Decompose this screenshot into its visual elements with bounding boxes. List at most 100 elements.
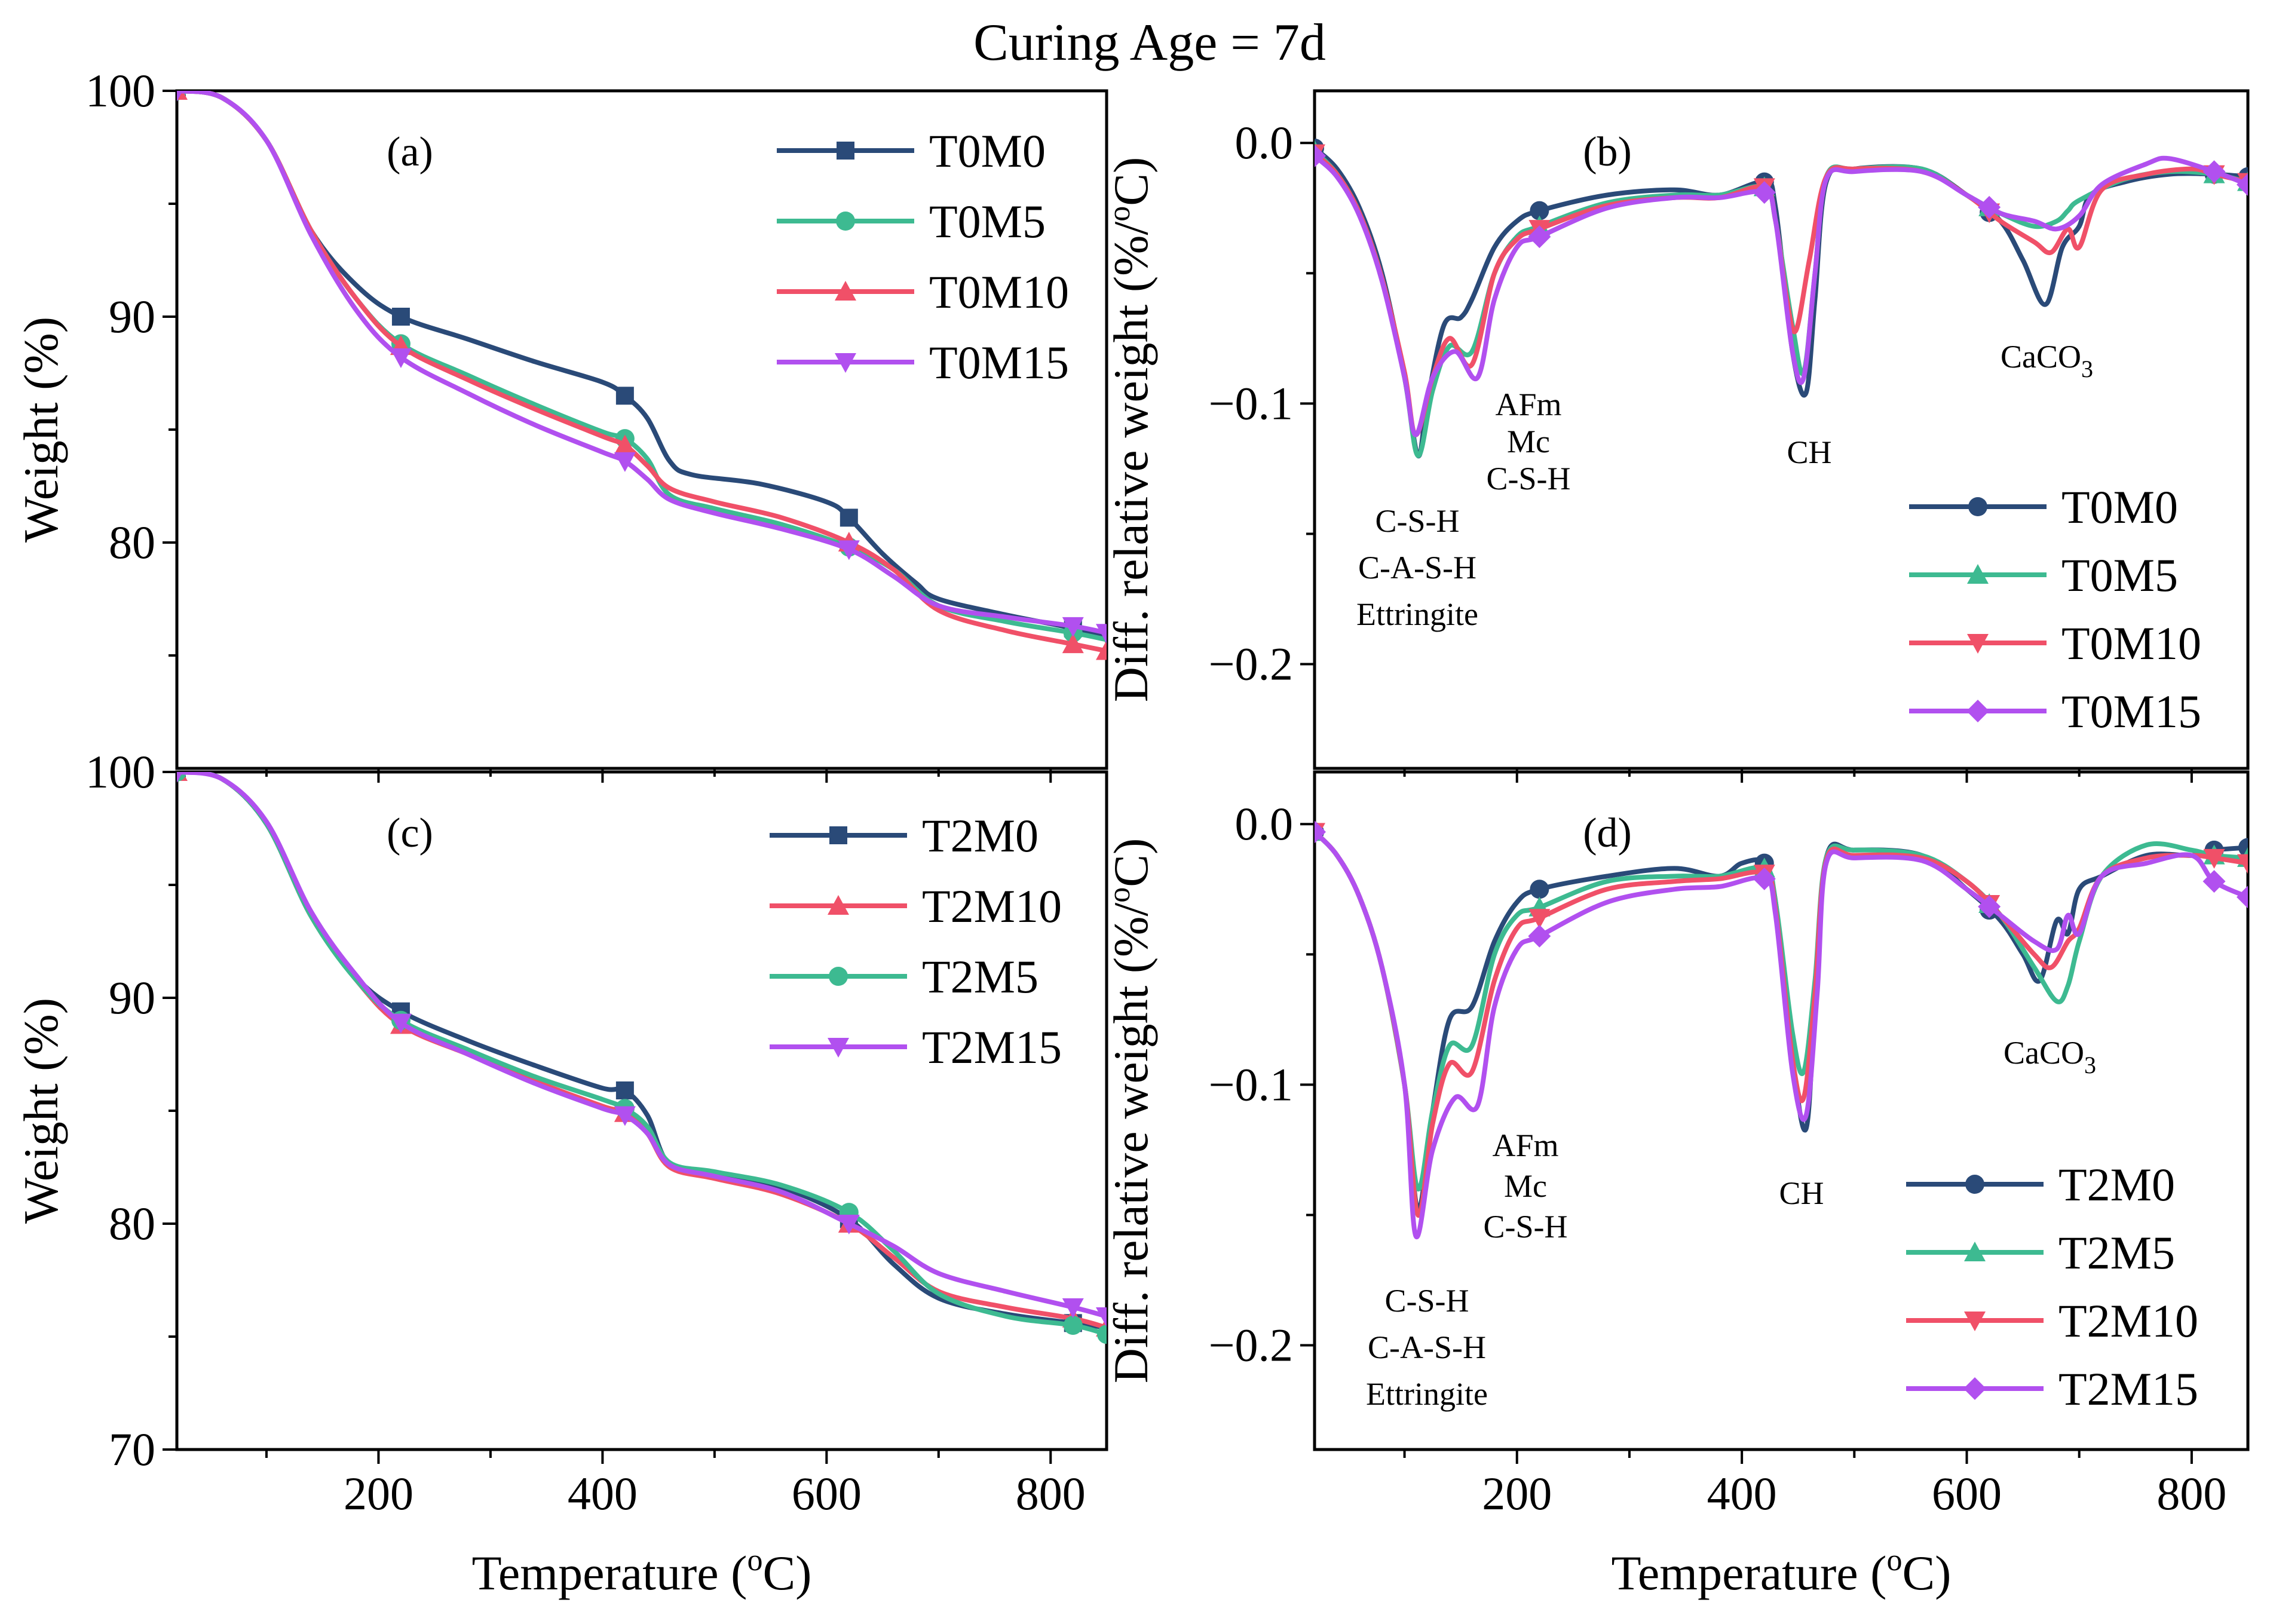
peak-annotation: CH bbox=[1779, 1175, 1824, 1211]
legend-label: T2M0 bbox=[2058, 1159, 2175, 1211]
panel-a-label: (a) bbox=[387, 129, 433, 175]
peak-annotation-caco3: CaCO3 bbox=[2004, 1035, 2096, 1078]
legend-item: T2M10 bbox=[1906, 1295, 2198, 1347]
panel-b-ytick-label: −0.2 bbox=[1209, 638, 1294, 690]
panel-b-ytick-label: −0.1 bbox=[1209, 377, 1294, 429]
legend-marker bbox=[1967, 634, 1989, 654]
series-T0M15-point bbox=[2202, 160, 2226, 183]
legend-marker bbox=[1968, 497, 1987, 516]
caco3-subscript: 3 bbox=[2084, 1052, 2096, 1078]
panel-a-frame bbox=[175, 89, 1108, 770]
caco3-text: CaCO bbox=[2001, 339, 2081, 375]
panel-b-frame bbox=[1313, 89, 2250, 770]
xlabel-degree: o bbox=[747, 1543, 762, 1577]
panel-b-ylabel: Diff. relative weight (%/oC) bbox=[1102, 157, 1158, 703]
series-T2M15-point bbox=[1978, 895, 2001, 918]
panel-c: 200 400 600 800 70 80 90 100 Weight (%) Temperatu… bbox=[14, 746, 1108, 1600]
panel-d-xlabel: Temperature (oC) bbox=[1612, 1543, 1952, 1600]
series-T2M10-point bbox=[1528, 909, 1551, 929]
xlabel-text: Temperature ( bbox=[1612, 1546, 1887, 1600]
series-T0M0-point bbox=[840, 508, 858, 527]
panel-d-frame bbox=[1313, 770, 2250, 1451]
legend-label: T0M0 bbox=[929, 125, 1046, 177]
series-T0M15-line bbox=[1315, 154, 2248, 437]
panel-c-ytick-label: 70 bbox=[109, 1423, 155, 1475]
peak-annotation: C-A-S-H bbox=[1368, 1329, 1486, 1365]
legend-marker bbox=[835, 281, 856, 301]
panel-a: 80 90 100 Weight (%) (a) T0M0 T0M5 T0M10 T0M15 bbox=[14, 65, 1108, 783]
series-T0M15-point bbox=[1978, 195, 2001, 219]
peak-annotation-caco3: CaCO3 bbox=[2001, 339, 2093, 382]
series-T0M15-point bbox=[2237, 173, 2248, 197]
series-T2M5-point bbox=[1063, 1316, 1083, 1335]
ylabel-unit: C) bbox=[1104, 157, 1158, 206]
ylabel-degree: o bbox=[1102, 887, 1136, 903]
legend-label: T2M10 bbox=[2058, 1295, 2198, 1347]
ylabel-degree: o bbox=[1102, 206, 1136, 222]
series-T2M5-point bbox=[1097, 1325, 1107, 1344]
legend-label: T2M15 bbox=[922, 1021, 1062, 1073]
series-T2M15-point bbox=[1528, 924, 1551, 948]
series-T0M15-point bbox=[1062, 617, 1084, 637]
legend-item: T2M5 bbox=[1906, 1227, 2175, 1279]
series-T0M15-point bbox=[177, 91, 183, 102]
panel-a-ytick-label: 100 bbox=[85, 65, 155, 117]
panel-c-ytick-label: 100 bbox=[85, 746, 155, 798]
legend-item: T2M5 bbox=[770, 951, 1038, 1003]
panel-c-xtick-label: 200 bbox=[344, 1467, 413, 1519]
legend-marker bbox=[828, 1038, 849, 1058]
legend-label: T0M5 bbox=[929, 195, 1046, 247]
legend-marker bbox=[1964, 1242, 1986, 1261]
panel-a-legend: T0M0 T0M5 T0M10 T0M15 bbox=[777, 125, 1069, 388]
legend-label: T2M0 bbox=[922, 810, 1038, 862]
ylabel-text: Diff. relative weight (%/ bbox=[1104, 903, 1158, 1384]
series-T2M15-point bbox=[390, 1013, 412, 1034]
series-T0M15-point bbox=[390, 348, 412, 369]
legend-marker bbox=[836, 212, 855, 231]
series-T2M15 bbox=[1315, 820, 2248, 1240]
peak-annotation: C-A-S-H bbox=[1358, 550, 1476, 586]
series-T0M15-point bbox=[1528, 225, 1551, 249]
series-T0M15 bbox=[1315, 145, 2248, 437]
panel-c-xtick-label: 400 bbox=[568, 1467, 638, 1519]
peak-annotation: Ettringite bbox=[1366, 1376, 1488, 1412]
legend-label: T0M5 bbox=[2061, 549, 2178, 601]
legend-item: T0M0 bbox=[777, 125, 1046, 177]
panel-b-legend: T0M0 T0M5 T0M10 T0M15 bbox=[1909, 481, 2201, 737]
legend-label: T2M5 bbox=[2058, 1227, 2175, 1279]
peak-annotation: Mc bbox=[1507, 424, 1550, 459]
series-T2M15-point bbox=[614, 1106, 636, 1126]
legend-marker bbox=[1967, 564, 1989, 584]
series-T2M0-line bbox=[1315, 830, 2248, 1212]
xlabel-unit: C) bbox=[1902, 1546, 1951, 1600]
legend-label: T0M15 bbox=[929, 336, 1069, 388]
panel-d-ylabel: Diff. relative weight (%/oC) bbox=[1102, 838, 1158, 1384]
panel-a-ytick-label: 80 bbox=[109, 516, 155, 568]
legend-marker bbox=[829, 826, 847, 844]
legend-label: T2M15 bbox=[2058, 1363, 2198, 1415]
peak-annotation: CH bbox=[1787, 434, 1831, 470]
series-T2M15-point bbox=[838, 1215, 860, 1234]
legend-item: T0M15 bbox=[1909, 685, 2201, 737]
legend-item: T2M0 bbox=[770, 810, 1038, 862]
series-T2M0-point bbox=[1530, 880, 1549, 899]
series-T0M15 bbox=[177, 91, 1107, 644]
series-T2M15-point bbox=[177, 772, 183, 783]
xlabel-text: Temperature ( bbox=[472, 1546, 748, 1600]
panel-c-ytick-label: 80 bbox=[109, 1197, 155, 1249]
panel-d-ytick-label: 0.0 bbox=[1235, 798, 1294, 850]
panel-d: 200 400 600 800 0.0 −0.1 −0.2 Diff. relative we… bbox=[1102, 770, 2250, 1600]
panel-d-ytick-label: −0.1 bbox=[1209, 1058, 1294, 1110]
peak-annotation: AFm bbox=[1495, 387, 1561, 422]
series-T2M15 bbox=[177, 772, 1107, 1327]
series-T0M0-point bbox=[1530, 201, 1549, 220]
series-T0M10-point bbox=[1062, 633, 1084, 654]
panel-c-xlabel: Temperature (oC) bbox=[472, 1543, 812, 1600]
legend-item: T2M0 bbox=[1906, 1159, 2175, 1211]
panel-a-ytick-label: 90 bbox=[109, 290, 155, 342]
legend-marker bbox=[828, 895, 849, 915]
legend-label: T0M10 bbox=[2061, 617, 2201, 669]
series-T0M15-point bbox=[1753, 181, 1776, 204]
legend-label: T0M10 bbox=[929, 266, 1069, 318]
